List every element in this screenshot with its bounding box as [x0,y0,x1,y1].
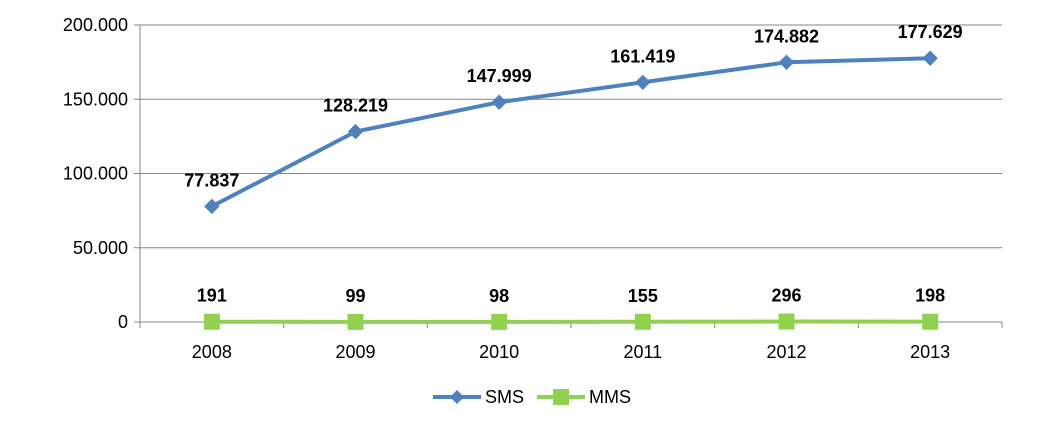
y-tick-label: 200.000 [63,15,128,35]
data-label-mms-2012: 296 [771,286,801,306]
marker-mms-2012 [778,313,795,330]
series-line-sms [210,56,931,209]
gridlines [140,24,1002,249]
marker-sms-2010 [491,94,507,110]
data-label-sms-2008: 77.837 [184,170,239,190]
data-label-sms-2011: 161.419 [610,46,675,66]
legend-marker-sms [450,390,464,404]
data-labels: 77.837 128.219 147.999 161.419 174.882 177.62… [184,22,962,306]
marker-sms-2009 [347,123,364,140]
legend: SMS MMS [433,387,631,407]
x-tick-label: 2011 [623,342,662,362]
marker-sms-2012 [778,54,795,71]
legend-label-mms: MMS [589,387,631,407]
marker-mms-2010 [491,313,508,330]
data-label-mms-2010: 98 [489,286,509,306]
x-tick-label: 2012 [766,342,806,362]
y-axis-ticks: 0 50.000 100.000 150.000 200.000 [63,15,140,332]
marker-mms-2011 [634,313,651,330]
data-label-sms-2010: 147.999 [467,66,532,86]
marker-sms-2013 [922,50,938,66]
data-label-mms-2008: 191 [197,286,227,306]
marker-sms-2011 [635,74,651,90]
data-label-mms-2009: 99 [345,286,365,306]
data-label-sms-2013: 177.629 [898,22,963,42]
data-label-mms-2013: 198 [915,286,945,306]
legend-label-sms: SMS [485,387,524,407]
x-tick-label: 2009 [335,342,375,362]
marker-sms-2008 [204,198,220,215]
data-label-mms-2011: 155 [628,286,658,306]
series-markers [203,50,939,330]
series-lines [210,56,931,324]
y-tick-label: 0 [118,312,128,332]
x-tick-label: 2008 [192,342,232,362]
legend-marker-mms [553,389,569,405]
data-label-sms-2009: 128.219 [323,96,388,116]
x-axis-ticks: 2008 2009 2010 2011 2012 2013 [139,322,1003,362]
marker-mms-2013 [922,313,939,330]
marker-mms-2009 [347,313,364,330]
y-tick-label: 100.000 [63,164,128,184]
x-tick-label: 2013 [910,342,950,362]
y-tick-label: 150.000 [63,89,128,109]
x-tick-label: 2010 [479,342,519,362]
y-tick-label: 50.000 [73,238,128,258]
data-label-sms-2012: 174.882 [754,26,819,46]
marker-mms-2008 [203,313,220,330]
